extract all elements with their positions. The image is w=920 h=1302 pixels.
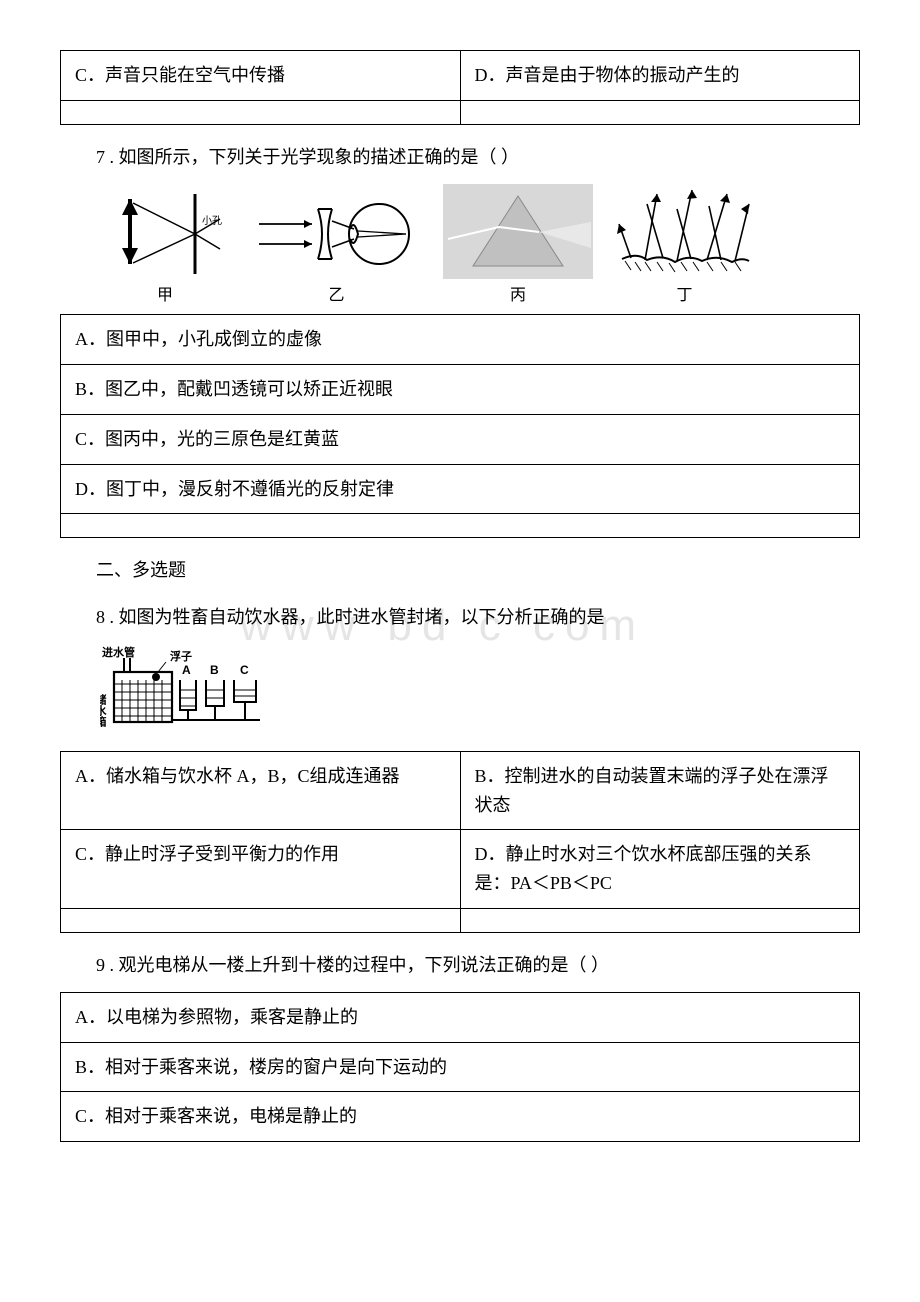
q7-stem: 7 . 如图所示，下列关于光学现象的描述正确的是（ ） <box>60 143 860 172</box>
svg-text:C: C <box>240 663 249 677</box>
q9-options-table: A．以电梯为参照物，乘客是静止的 B．相对于乘客来说，楼房的窗户是向下运动的 C… <box>60 992 860 1142</box>
q9-option-c: C．相对于乘客来说，电梯是静止的 <box>61 1092 860 1142</box>
q7-options-table: A．图甲中，小孔成倒立的虚像 B．图乙中，配戴凹透镜可以矫正近视眼 C．图丙中，… <box>60 314 860 538</box>
svg-text:浮子: 浮子 <box>170 649 192 663</box>
q7-fig-yi: 乙 <box>254 189 419 309</box>
q7-fig-bing: 丙 <box>443 184 593 309</box>
q8-option-b: B．控制进水的自动装置末端的浮子处在漂浮状态 <box>460 751 860 830</box>
q8-options-table: A．储水箱与饮水杯 A，B，C组成连通器 B．控制进水的自动装置末端的浮子处在漂… <box>60 751 860 933</box>
svg-text:B: B <box>210 663 219 677</box>
q7-fig-jia: 小孔 甲 <box>100 189 230 309</box>
q8-option-d: D．静止时水对三个饮水杯底部压强的关系是：PA＜PB＜PC <box>460 830 860 909</box>
q7-caption-jia: 甲 <box>157 283 173 309</box>
q9-option-a: A．以电梯为参照物，乘客是静止的 <box>61 992 860 1042</box>
q7-caption-yi: 乙 <box>328 283 344 309</box>
q7-figures: 小孔 甲 乙 <box>100 184 860 309</box>
q6-options-table: C．声音只能在空气中传播 D．声音是由于物体的振动产生的 <box>60 50 860 125</box>
svg-text:进水管: 进水管 <box>102 645 135 659</box>
svg-text:A: A <box>182 663 191 677</box>
q8-option-a: A．储水箱与饮水杯 A，B，C组成连通器 <box>61 751 461 830</box>
q7-option-b: B．图乙中，配戴凹透镜可以矫正近视眼 <box>61 364 860 414</box>
q8-option-c: C．静止时浮子受到平衡力的作用 <box>61 830 461 909</box>
q8-figure: 进水管 浮子 储水箱 A B C <box>100 644 860 743</box>
q6-option-c: C．声音只能在空气中传播 <box>61 51 461 101</box>
section2-title: 二、多选题 <box>60 556 860 585</box>
q7-caption-ding: 丁 <box>676 283 692 309</box>
svg-text:储水箱: 储水箱 <box>100 693 107 728</box>
q7-option-a: A．图甲中，小孔成倒立的虚像 <box>61 315 860 365</box>
q9-option-b: B．相对于乘客来说，楼房的窗户是向下运动的 <box>61 1042 860 1092</box>
q7-option-d: D．图丁中，漫反射不遵循光的反射定律 <box>61 464 860 514</box>
q7-option-c: C．图丙中，光的三原色是红黄蓝 <box>61 414 860 464</box>
q7-fig-ding: 丁 <box>617 184 752 309</box>
q9-stem: 9 . 观光电梯从一楼上升到十楼的过程中，下列说法正确的是（ ） <box>60 951 860 980</box>
q7-caption-bing: 丙 <box>510 283 526 309</box>
q6-option-d: D．声音是由于物体的振动产生的 <box>460 51 860 101</box>
svg-text:小孔: 小孔 <box>202 215 222 227</box>
q8-stem: 8 . 如图为牲畜自动饮水器，此时进水管封堵，以下分析正确的是 <box>60 603 860 632</box>
